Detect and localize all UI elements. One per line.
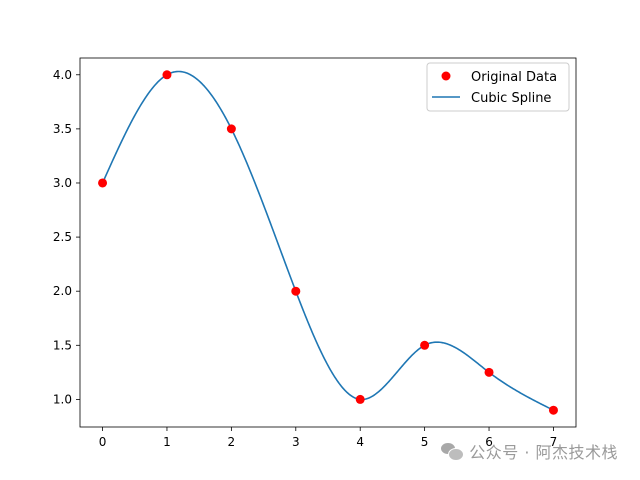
data-point-original-data [98,178,108,188]
plot-area: 0 1 2 3 4 5 6 7 1.0 1.5 2.0 2.5 3.0 3.5 4.0 [53,57,577,449]
y-tick-label: 1.5 [53,338,72,352]
watermark: 公众号 · 阿杰技术栈 [441,439,618,463]
legend-frame [426,62,570,112]
x-tick-label: 1 [163,435,171,449]
x-tick-label: 6 [485,435,493,449]
legend: Original Data Cubic Spline [426,62,570,112]
data-point-original-data [484,367,494,377]
y-tick-label: 4.0 [53,68,72,82]
x-tick-label: 4 [356,435,364,449]
series-line-cubic-spline [101,70,554,411]
x-tick-label: 3 [292,435,300,449]
y-tick-label: 3.0 [53,176,72,190]
watermark-text: 公众号 · 阿杰技术栈 [469,443,618,462]
y-tick-label: 2.0 [53,284,72,298]
y-tick-label: 1.0 [53,392,72,406]
wechat-icon [441,443,465,461]
legend-marker-original-data [441,71,451,81]
data-point-original-data [291,286,301,296]
x-tick-label: 0 [99,435,107,449]
x-tick-label: 2 [228,435,236,449]
x-tick-label: 5 [421,435,429,449]
y-tick-label: 2.5 [53,230,72,244]
legend-label-original-data: Original Data [471,70,557,85]
data-point-original-data [355,394,365,404]
data-point-original-data [548,405,558,415]
axes-frame [79,57,577,428]
data-point-original-data [162,70,172,80]
y-tick-label: 3.5 [53,122,72,136]
legend-label-cubic-spline: Cubic Spline [471,91,551,106]
x-tick-label: 7 [550,435,558,449]
data-point-original-data [226,124,236,134]
data-point-original-data [420,340,430,350]
